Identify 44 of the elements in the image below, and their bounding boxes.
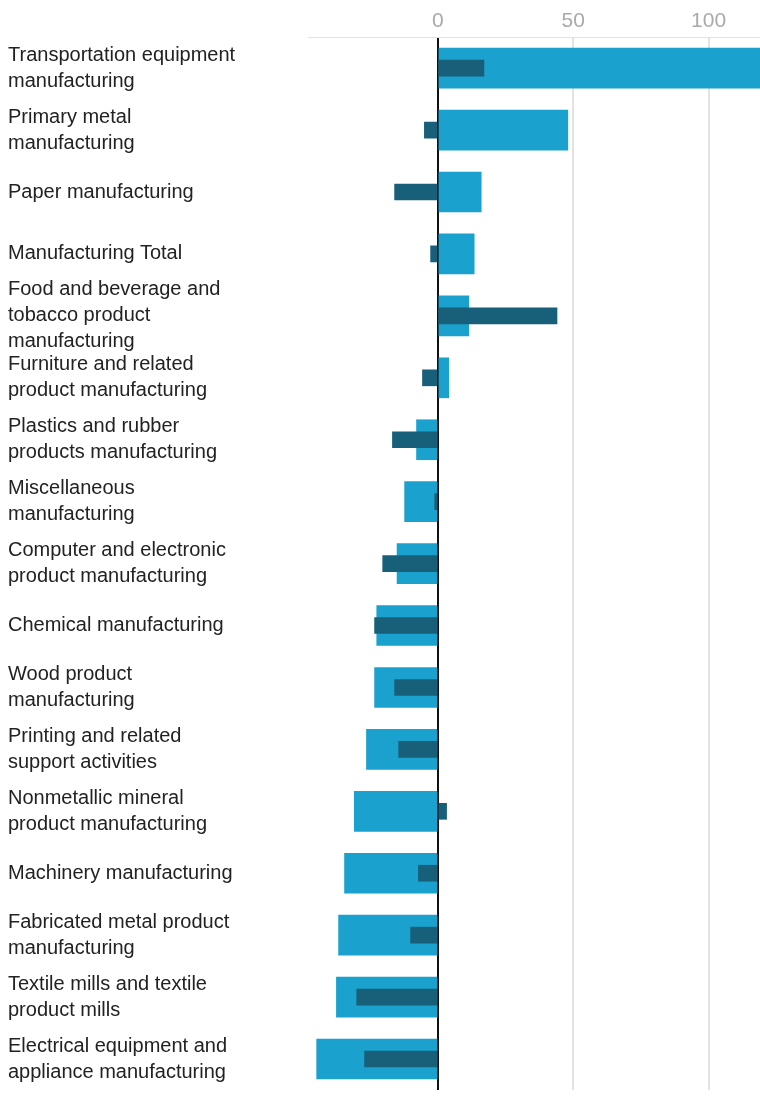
bar (394, 183, 438, 201)
y-tick-label: Wood product manufacturing (8, 661, 135, 710)
bar (438, 233, 475, 275)
bar (353, 790, 438, 832)
y-tick-label: Printing and related support activities (8, 723, 182, 772)
y-tick-label: Manufacturing Total (8, 241, 183, 264)
y-tick-label: Plastics and rubber products manufacturing (8, 414, 218, 463)
x-tick-label: 100 (691, 8, 727, 32)
bar (418, 864, 438, 882)
bar (438, 307, 558, 325)
y-tick-label: Textile mills and textile product mills (8, 971, 207, 1020)
y-tick-label: Electrical equipment and appliance manufacturing (8, 1033, 228, 1082)
y-tick-label: Food and beverage and tobacco product manufacturing (8, 277, 221, 352)
y-tick-label: Computer and electronic product manufacturing (8, 538, 226, 587)
bar (438, 109, 569, 151)
bar (356, 988, 438, 1006)
y-tick-label: Machinery manufacturing (8, 860, 233, 883)
bar (430, 245, 438, 263)
bar (404, 481, 438, 522)
bar (438, 357, 450, 399)
y-tick-label: Primary metal manufacturing (8, 104, 135, 153)
bar (434, 493, 438, 510)
bar (394, 679, 438, 696)
bar (438, 171, 482, 213)
bar (410, 926, 438, 944)
y-tick-label: Furniture and related product manufacturing (8, 352, 208, 401)
x-tick-label: 0 (432, 8, 444, 32)
bar (392, 431, 438, 449)
y-tick-label: Chemical manufacturing (8, 613, 224, 636)
bar (398, 741, 438, 758)
x-tick-label: 50 (561, 8, 585, 32)
bar (344, 852, 438, 894)
y-tick-label: Miscellaneous manufacturing (8, 476, 135, 525)
bar (374, 617, 438, 634)
y-tick-label: Nonmetallic mineral product manufacturing (8, 785, 208, 834)
y-tick-label: Paper manufacturing (8, 179, 194, 202)
bar (382, 555, 438, 572)
bar (364, 1050, 438, 1068)
bar (438, 59, 485, 77)
y-tick-label: Fabricated metal product manufacturing (8, 909, 230, 958)
bar (424, 121, 438, 139)
bar (422, 369, 438, 387)
y-tick-label: Transportation equipment manufacturing (8, 42, 236, 91)
bar (438, 802, 447, 820)
